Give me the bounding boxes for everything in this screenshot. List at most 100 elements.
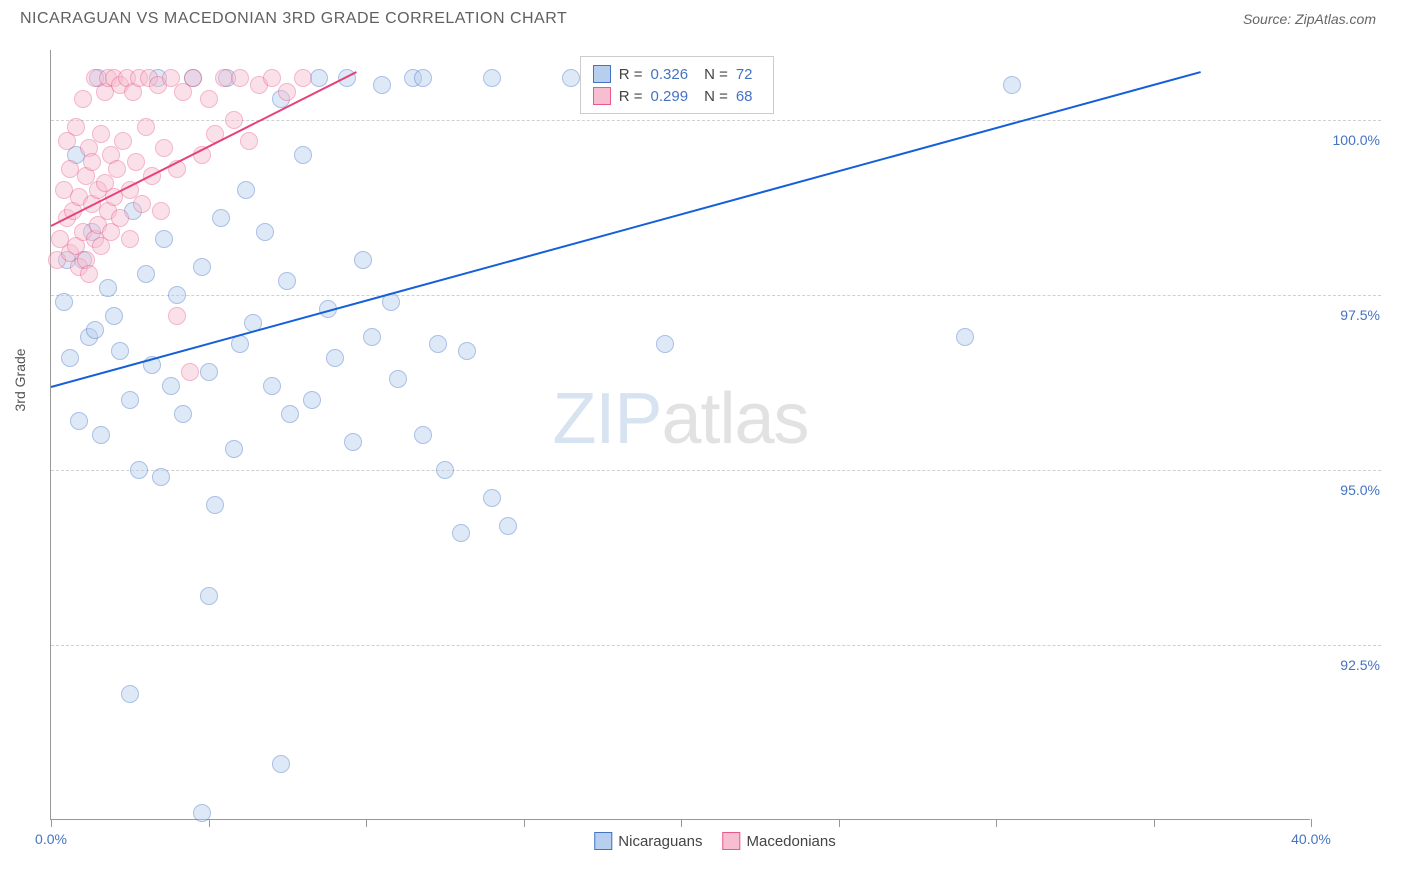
data-point xyxy=(127,153,145,171)
data-point xyxy=(133,195,151,213)
data-point xyxy=(111,209,129,227)
x-tick xyxy=(1311,819,1312,827)
data-point xyxy=(256,223,274,241)
n-label: N = xyxy=(704,66,728,83)
data-point xyxy=(303,391,321,409)
data-point xyxy=(344,433,362,451)
x-tick xyxy=(51,819,52,827)
x-tick xyxy=(839,819,840,827)
data-point xyxy=(184,69,202,87)
data-point xyxy=(310,69,328,87)
data-point xyxy=(174,405,192,423)
data-point xyxy=(83,153,101,171)
data-point xyxy=(200,363,218,381)
y-tick-label: 97.5% xyxy=(1340,307,1380,323)
watermark-bold: ZIP xyxy=(552,379,661,459)
data-point xyxy=(956,328,974,346)
data-point xyxy=(67,118,85,136)
data-point xyxy=(86,321,104,339)
legend-item: Nicaraguans xyxy=(594,832,702,850)
data-point xyxy=(121,391,139,409)
legend-swatch xyxy=(594,832,612,850)
x-tick xyxy=(366,819,367,827)
data-point xyxy=(121,685,139,703)
data-point xyxy=(281,405,299,423)
data-point xyxy=(278,83,296,101)
data-point xyxy=(162,377,180,395)
legend-label: Macedonians xyxy=(746,833,835,850)
legend-swatch xyxy=(593,65,611,83)
data-point xyxy=(1003,76,1021,94)
r-value: 0.326 xyxy=(651,66,689,83)
data-point xyxy=(121,230,139,248)
data-point xyxy=(74,90,92,108)
data-point xyxy=(155,139,173,157)
data-point xyxy=(92,125,110,143)
data-point xyxy=(168,307,186,325)
data-point xyxy=(137,118,155,136)
data-point xyxy=(326,349,344,367)
data-point xyxy=(152,202,170,220)
x-tick xyxy=(524,819,525,827)
chart-area: ZIPatlas 92.5%95.0%97.5%100.0%0.0%40.0%R… xyxy=(50,50,1380,820)
correlation-legend: R =0.326N =72R =0.299N =68 xyxy=(580,56,774,114)
watermark: ZIPatlas xyxy=(552,378,808,460)
legend-swatch xyxy=(593,87,611,105)
data-point xyxy=(108,160,126,178)
data-point xyxy=(61,349,79,367)
data-point xyxy=(499,517,517,535)
data-point xyxy=(200,587,218,605)
legend-row: R =0.299N =68 xyxy=(593,85,761,107)
data-point xyxy=(656,335,674,353)
data-point xyxy=(389,370,407,388)
r-label: R = xyxy=(619,88,643,105)
x-tick xyxy=(996,819,997,827)
data-point xyxy=(562,69,580,87)
x-tick xyxy=(1154,819,1155,827)
data-point xyxy=(263,377,281,395)
data-point xyxy=(414,426,432,444)
series-legend: Nicaraguans Macedonians xyxy=(594,832,835,850)
y-tick-label: 95.0% xyxy=(1340,482,1380,498)
data-point xyxy=(237,181,255,199)
n-value: 72 xyxy=(736,66,753,83)
x-tick-label: 0.0% xyxy=(35,831,67,847)
data-point xyxy=(70,412,88,430)
gridline xyxy=(51,645,1381,646)
data-point xyxy=(263,69,281,87)
n-value: 68 xyxy=(736,88,753,105)
data-point xyxy=(114,132,132,150)
source-attribution: Source: ZipAtlas.com xyxy=(1243,11,1376,27)
n-label: N = xyxy=(704,88,728,105)
y-tick-label: 92.5% xyxy=(1340,657,1380,673)
x-tick-label: 40.0% xyxy=(1291,831,1331,847)
legend-item: Macedonians xyxy=(722,832,835,850)
gridline xyxy=(51,120,1381,121)
data-point xyxy=(225,111,243,129)
watermark-light: atlas xyxy=(661,379,808,459)
data-point xyxy=(414,69,432,87)
trend-line xyxy=(51,71,1201,388)
legend-swatch xyxy=(722,832,740,850)
data-point xyxy=(436,461,454,479)
data-point xyxy=(483,489,501,507)
data-point xyxy=(240,132,258,150)
data-point xyxy=(206,496,224,514)
data-point xyxy=(130,461,148,479)
data-point xyxy=(212,209,230,227)
data-point xyxy=(231,69,249,87)
data-point xyxy=(181,363,199,381)
x-tick xyxy=(209,819,210,827)
x-tick xyxy=(681,819,682,827)
gridline xyxy=(51,295,1381,296)
data-point xyxy=(55,293,73,311)
data-point xyxy=(294,69,312,87)
legend-label: Nicaraguans xyxy=(618,833,702,850)
data-point xyxy=(92,426,110,444)
data-point xyxy=(452,524,470,542)
data-point xyxy=(105,307,123,325)
data-point xyxy=(168,286,186,304)
data-point xyxy=(483,69,501,87)
data-point xyxy=(200,90,218,108)
data-point xyxy=(294,146,312,164)
